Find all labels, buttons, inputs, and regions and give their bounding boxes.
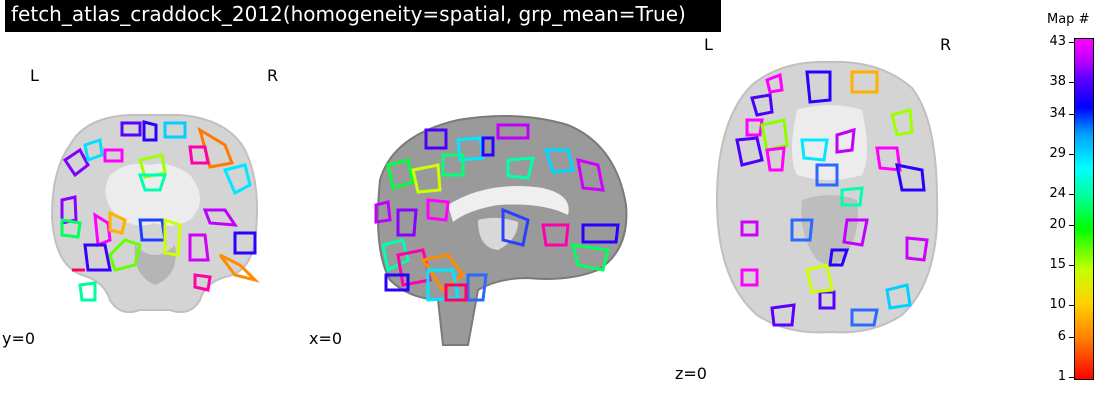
sagittal-cut-label: x=0 <box>309 329 343 348</box>
axial-cut-label: z=0 <box>675 364 707 383</box>
colorbar-title: Map # <box>1047 12 1090 27</box>
figure-title: fetch_atlas_craddock_2012(homogeneity=sp… <box>5 0 721 32</box>
axial-left-label: L <box>704 35 713 54</box>
colorbar-tickmark <box>1069 82 1074 83</box>
colorbar-tickmark <box>1069 194 1074 195</box>
colorbar-tickmark <box>1069 42 1074 43</box>
colorbar-tick: 6 <box>1057 329 1066 344</box>
coronal-brain-view <box>50 114 260 313</box>
colorbar-tick: 34 <box>1049 106 1066 121</box>
colorbar-tick: 15 <box>1049 257 1066 272</box>
colorbar-tickmark <box>1069 377 1074 378</box>
colorbar-tickmark <box>1069 337 1074 338</box>
colorbar-tick: 1 <box>1057 369 1066 384</box>
axial-brain-view <box>715 60 939 334</box>
sagittal-brain-view <box>374 115 628 346</box>
colorbar-tickmark <box>1069 114 1074 115</box>
colorbar-tick: 20 <box>1049 217 1066 232</box>
coronal-right-label: R <box>267 66 279 85</box>
colorbar-tick: 43 <box>1049 34 1066 49</box>
colorbar-tick: 29 <box>1049 146 1066 161</box>
coronal-left-label: L <box>30 66 39 85</box>
colorbar-tickmark <box>1069 154 1074 155</box>
colorbar-tick: 10 <box>1049 297 1066 312</box>
colorbar-tick: 24 <box>1049 186 1066 201</box>
colorbar-gradient <box>1074 38 1094 380</box>
axial-right-label: R <box>940 35 952 54</box>
colorbar-tickmark <box>1069 305 1074 306</box>
colorbar-tick: 38 <box>1049 74 1066 89</box>
colorbar-tickmark <box>1069 225 1074 226</box>
colorbar-tickmark <box>1069 265 1074 266</box>
coronal-cut-label: y=0 <box>2 329 36 348</box>
